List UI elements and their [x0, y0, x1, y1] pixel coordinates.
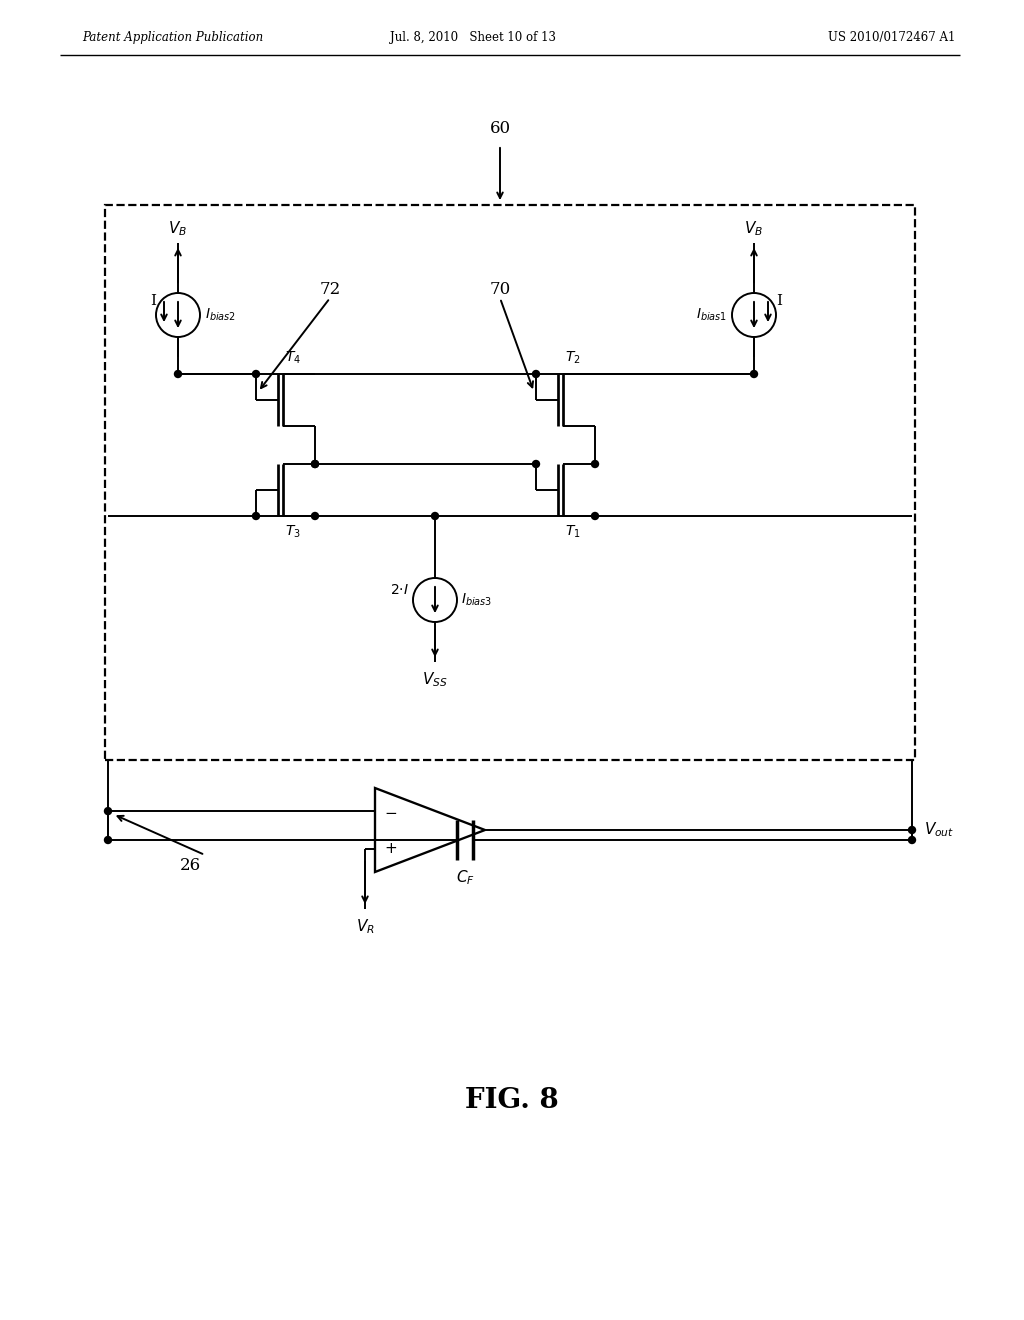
Text: $2{\cdot}I$: $2{\cdot}I$: [390, 583, 409, 597]
Circle shape: [592, 461, 598, 467]
Text: $T_1$: $T_1$: [565, 524, 581, 540]
Circle shape: [532, 371, 540, 378]
Text: 60: 60: [489, 120, 511, 137]
Circle shape: [253, 512, 259, 520]
Text: $+$: $+$: [384, 841, 397, 857]
Text: $-$: $-$: [384, 804, 397, 818]
Text: US 2010/0172467 A1: US 2010/0172467 A1: [827, 32, 955, 45]
Text: 26: 26: [179, 857, 201, 874]
Circle shape: [908, 826, 915, 833]
Text: I: I: [150, 294, 156, 308]
Circle shape: [174, 371, 181, 378]
Text: Patent Application Publication: Patent Application Publication: [82, 32, 263, 45]
Text: $T_3$: $T_3$: [285, 524, 301, 540]
Text: $C_F$: $C_F$: [456, 869, 474, 887]
Bar: [105, 205, 915, 760]
Circle shape: [311, 512, 318, 520]
Text: FIG. 8: FIG. 8: [465, 1086, 559, 1114]
Circle shape: [532, 461, 540, 467]
Circle shape: [908, 837, 915, 843]
Text: $V_B$: $V_B$: [169, 219, 187, 238]
Text: $I_{bias2}$: $I_{bias2}$: [205, 306, 237, 323]
Text: $V_R$: $V_R$: [355, 917, 375, 936]
Circle shape: [431, 512, 438, 520]
Circle shape: [751, 371, 758, 378]
Circle shape: [104, 808, 112, 814]
Text: $V_B$: $V_B$: [744, 219, 764, 238]
Text: $I_{bias1}$: $I_{bias1}$: [695, 306, 727, 323]
Text: $V_{out}$: $V_{out}$: [924, 821, 954, 840]
Text: 72: 72: [319, 281, 341, 298]
Text: $T_2$: $T_2$: [565, 350, 581, 366]
Text: $I_{bias3}$: $I_{bias3}$: [461, 591, 493, 609]
Text: 70: 70: [489, 281, 511, 298]
Circle shape: [104, 837, 112, 843]
Text: $V_{SS}$: $V_{SS}$: [422, 671, 447, 689]
Circle shape: [311, 461, 318, 467]
Text: I: I: [776, 294, 782, 308]
Text: $T_4$: $T_4$: [285, 350, 301, 366]
Circle shape: [592, 512, 598, 520]
Circle shape: [311, 461, 318, 467]
Text: Jul. 8, 2010   Sheet 10 of 13: Jul. 8, 2010 Sheet 10 of 13: [390, 32, 556, 45]
Circle shape: [253, 371, 259, 378]
